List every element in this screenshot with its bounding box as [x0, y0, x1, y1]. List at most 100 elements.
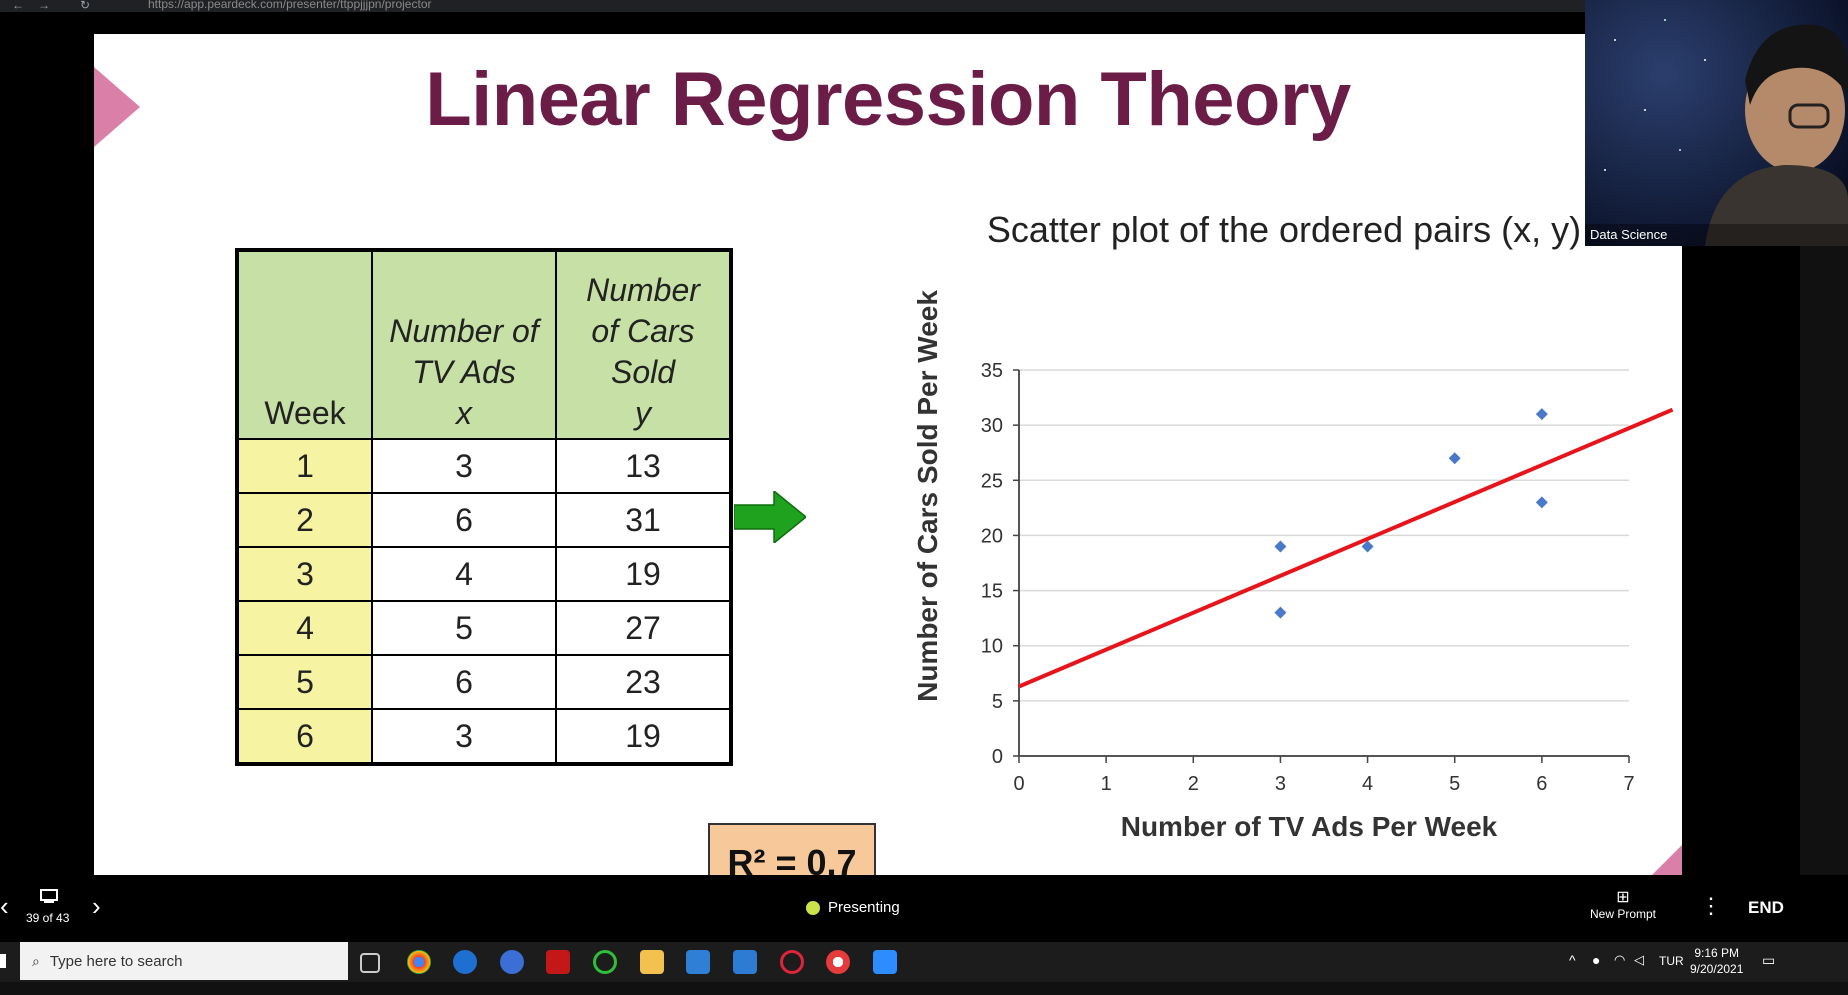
app-icon[interactable]	[826, 950, 850, 974]
back-icon[interactable]: ←	[12, 0, 24, 12]
side-panel	[1800, 246, 1848, 876]
cell-week: 4	[236, 600, 373, 656]
clock-date: 9/20/2021	[1690, 962, 1744, 976]
search-icon: ⌕	[32, 952, 40, 969]
data-point	[1274, 540, 1287, 553]
taskbar-clock[interactable]: 9:16 PM 9/20/2021	[1690, 945, 1743, 977]
y-tick-label: 20	[981, 525, 1003, 547]
reload-icon[interactable]: ↻	[80, 0, 91, 12]
cell-week: 2	[236, 492, 373, 548]
cell-x: 3	[371, 438, 557, 494]
header-week: Week	[236, 249, 373, 440]
cell-y: 31	[555, 492, 732, 548]
search-placeholder: Type here to search	[49, 952, 183, 970]
data-point	[1535, 408, 1548, 421]
table-header-row: Week Number of TV Ads x Number of Cars S…	[236, 249, 732, 440]
data-point	[1535, 496, 1548, 509]
cell-week: 1	[236, 438, 373, 494]
start-icon[interactable]	[0, 954, 6, 968]
status-label: Presenting	[828, 899, 900, 916]
previous-slide-icon[interactable]: ‹	[0, 891, 9, 921]
chevron-up-icon[interactable]: ^	[1569, 952, 1576, 968]
x-tick-label: 0	[1013, 773, 1024, 795]
x-tick-label: 6	[1536, 773, 1547, 795]
chart-title: Scatter plot of the ordered pairs (x, y)	[987, 209, 1581, 250]
cell-x: 6	[371, 492, 557, 548]
x-tick-label: 3	[1275, 773, 1286, 795]
data-table: Week Number of TV Ads x Number of Cars S…	[235, 248, 733, 766]
table-row: 2 6 31	[236, 492, 732, 548]
y-tick-label: 15	[981, 581, 1003, 603]
table-row: 6 3 19	[236, 708, 732, 765]
end-button[interactable]: END	[1748, 898, 1784, 917]
y-tick-label: 25	[981, 470, 1003, 492]
table-row: 4 5 27	[236, 600, 732, 656]
slide-title: Linear Regression Theory	[425, 57, 1351, 142]
forward-icon[interactable]: →	[38, 0, 50, 12]
regression-line	[1018, 407, 1674, 689]
bottom-strip	[0, 982, 1848, 995]
presenter-video	[1585, 0, 1848, 246]
data-point	[1361, 540, 1374, 553]
volume-icon[interactable]: ◁	[1634, 952, 1644, 967]
more-options-icon[interactable]: ⋮	[1700, 893, 1722, 918]
cell-y: 27	[555, 600, 732, 656]
y-tick-label: 30	[981, 415, 1003, 437]
edge-icon[interactable]	[453, 950, 477, 974]
x-tick-label: 2	[1188, 773, 1199, 795]
cell-y: 23	[555, 654, 732, 710]
store-icon[interactable]	[686, 950, 710, 974]
zoom-icon[interactable]	[873, 950, 897, 974]
header-cars-sold: Number of Cars Sold y	[555, 249, 732, 440]
cell-x: 5	[371, 600, 557, 656]
task-view-icon[interactable]	[360, 953, 380, 973]
presentation-slide: Linear Regression Theory Week Number of …	[94, 34, 1682, 875]
scatter-chart: Scatter plot of the ordered pairs (x, y)…	[912, 209, 1674, 842]
y-axis-label: Number of Cars Sold Per Week	[912, 290, 943, 702]
cell-week: 5	[236, 654, 373, 710]
app-icon[interactable]	[546, 950, 570, 974]
presenting-status: Presenting	[806, 899, 900, 916]
slide-decoration-corner	[1652, 845, 1682, 875]
webcam-overlay: Data Science	[1585, 0, 1848, 246]
windows-taskbar: ⌕ Type here to search ^ ● ◠ ◁ TUR 9:16 P…	[0, 942, 1848, 982]
slide-decoration-left	[94, 67, 140, 147]
notifications-icon[interactable]: ▭	[1762, 952, 1776, 968]
y-tick-label: 0	[992, 746, 1003, 768]
browser-toolbar: ← → ↻ https://app.peardeck.com/presenter…	[0, 0, 1848, 12]
address-bar[interactable]: https://app.peardeck.com/presenter/ttppj…	[148, 0, 432, 11]
network-icon[interactable]: ◠	[1614, 952, 1626, 967]
app-icon[interactable]	[500, 950, 524, 974]
cell-week: 3	[236, 546, 373, 602]
right-arrow-icon	[734, 491, 806, 543]
y-tick-label: 10	[981, 636, 1003, 658]
app-icon[interactable]	[593, 950, 617, 974]
chrome-icon[interactable]	[407, 950, 431, 974]
slides-icon[interactable]	[40, 889, 58, 903]
r-squared-box: R² = 0.7	[708, 823, 876, 875]
x-tick-label: 1	[1101, 773, 1112, 795]
cell-y: 13	[555, 438, 732, 494]
y-tick-label: 5	[992, 691, 1003, 713]
x-tick-label: 5	[1449, 773, 1460, 795]
microphone-icon[interactable]: ●	[1592, 952, 1601, 968]
presenter-toolbar: ‹ 39 of 43 › Presenting ⊞ New Prompt ⋮ E…	[0, 875, 1848, 942]
taskbar-search[interactable]: ⌕ Type here to search	[20, 942, 348, 980]
cell-x: 3	[371, 708, 557, 765]
cell-x: 4	[371, 546, 557, 602]
y-tick-label: 35	[981, 360, 1003, 382]
plus-icon: ⊞	[1616, 889, 1630, 906]
file-explorer-icon[interactable]	[640, 950, 664, 974]
table-row: 1 3 13	[236, 438, 732, 494]
opera-icon[interactable]	[780, 950, 804, 974]
data-point	[1448, 452, 1461, 465]
language-indicator[interactable]: TUR	[1659, 954, 1684, 968]
new-prompt-button[interactable]: ⊞ New Prompt	[1588, 889, 1658, 921]
next-slide-icon[interactable]: ›	[92, 891, 101, 921]
mail-icon[interactable]	[733, 950, 757, 974]
x-axis-label: Number of TV Ads Per Week	[1121, 811, 1498, 842]
webcam-label: Data Science	[1590, 227, 1668, 242]
table-row: 5 6 23	[236, 654, 732, 710]
slide-counter: 39 of 43	[26, 911, 70, 925]
x-tick-label: 4	[1362, 773, 1373, 795]
